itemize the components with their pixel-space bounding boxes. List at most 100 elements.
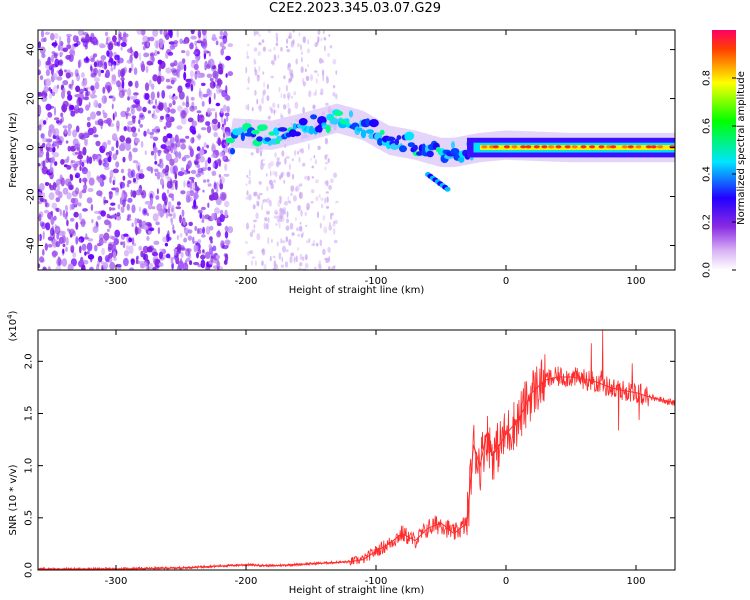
sparse-speckle [286, 49, 290, 52]
sparse-speckle [301, 233, 303, 238]
noise-speckle [194, 193, 199, 199]
noise-speckle [110, 67, 113, 71]
noise-speckle [171, 205, 174, 213]
noise-speckle [81, 80, 86, 87]
noise-speckle [220, 214, 225, 222]
noise-speckle [79, 239, 81, 243]
sparse-speckle [327, 53, 330, 57]
snr-series-line [38, 377, 675, 569]
sparse-speckle [299, 262, 302, 266]
sparse-speckle [283, 75, 286, 79]
noise-speckle [165, 113, 169, 121]
noise-speckle [84, 140, 88, 146]
sparse-speckle [332, 224, 335, 227]
noise-speckle [203, 179, 206, 183]
noise-speckle [67, 129, 71, 137]
noise-speckle [104, 96, 106, 103]
sparse-speckle [273, 256, 276, 258]
noise-speckle [87, 197, 93, 203]
noise-speckle [87, 170, 91, 179]
noise-speckle [87, 238, 93, 241]
noise-speckle [168, 30, 173, 36]
noise-speckle [191, 84, 194, 92]
noise-speckle [111, 147, 114, 152]
noise-speckle [103, 158, 109, 163]
noise-speckle [212, 34, 216, 41]
noise-speckle [164, 102, 168, 111]
noise-speckle [153, 110, 155, 116]
sparse-speckle [276, 43, 279, 46]
sparse-speckle [315, 196, 318, 201]
noise-speckle [179, 215, 182, 224]
signal-blob [251, 130, 260, 135]
snr-y-scale-close: ) [8, 310, 19, 314]
noise-speckle [107, 154, 109, 157]
spectrogram-y-axis-label: Frequency (Hz) [8, 112, 19, 188]
sparse-speckle [322, 69, 324, 76]
noise-speckle [145, 150, 147, 155]
noise-speckle [111, 208, 115, 211]
sparse-speckle [271, 76, 274, 79]
noise-speckle [127, 180, 131, 184]
noise-speckle [173, 212, 176, 219]
noise-speckle [39, 214, 41, 217]
signal-blob [386, 137, 395, 142]
signal-blob [380, 130, 385, 135]
noise-speckle [144, 93, 148, 100]
noise-speckle [203, 49, 207, 54]
noise-speckle [58, 69, 63, 76]
noise-speckle [175, 183, 177, 186]
noise-speckle [46, 104, 52, 111]
noise-speckle [164, 201, 167, 205]
noise-speckle [167, 189, 169, 194]
signal-blob [399, 145, 407, 152]
noise-speckle [220, 108, 224, 114]
noise-speckle [73, 198, 79, 207]
sparse-speckle [330, 213, 332, 220]
noise-speckle [199, 156, 205, 163]
sparse-speckle [254, 90, 256, 96]
noise-speckle [171, 80, 175, 85]
sparse-speckle [246, 223, 249, 230]
noise-speckle [39, 256, 44, 262]
noise-speckle [82, 189, 87, 193]
noise-speckle [132, 132, 137, 137]
noise-speckle [198, 38, 201, 41]
noise-speckle [198, 249, 201, 254]
noise-speckle [207, 167, 211, 171]
sparse-speckle [316, 78, 318, 83]
sparse-speckle [253, 220, 257, 223]
y-tick-label: 0.0 [24, 562, 35, 578]
noise-speckle [185, 248, 190, 256]
sparse-speckle [258, 34, 261, 37]
noise-speckle [69, 84, 72, 89]
sparse-speckle [302, 163, 305, 167]
noise-speckle [85, 233, 87, 239]
signal-blob [260, 124, 268, 130]
sparse-speckle [262, 71, 264, 75]
noise-speckle [53, 143, 57, 147]
snr-y-scale-base: (x10 [8, 319, 19, 342]
colorbar-tick-label: 0.0 [702, 262, 713, 278]
sparse-speckle [284, 201, 288, 206]
sparse-speckle [256, 233, 260, 240]
sparse-speckle [305, 225, 307, 228]
noise-speckle [211, 154, 216, 158]
noise-speckle [168, 213, 172, 216]
noise-speckle [171, 257, 174, 264]
signal-blob [344, 118, 349, 122]
noise-speckle [173, 147, 177, 152]
noise-speckle [180, 233, 183, 238]
noise-speckle [158, 60, 163, 65]
y-tick-label: 2.0 [24, 353, 35, 369]
sparse-speckle [325, 162, 328, 165]
noise-speckle [56, 197, 61, 202]
noise-speckle [63, 244, 66, 247]
noise-speckle [66, 140, 69, 143]
sparse-speckle [317, 146, 320, 150]
noise-speckle [134, 218, 137, 225]
noise-speckle [212, 143, 214, 149]
noise-speckle [160, 178, 164, 185]
noise-speckle [225, 231, 228, 239]
signal-blob [278, 127, 288, 132]
